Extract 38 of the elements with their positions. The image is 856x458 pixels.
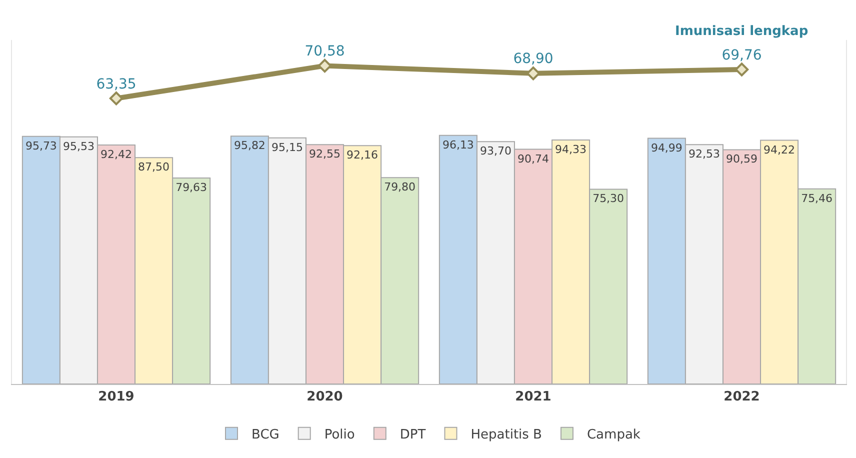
data-label: 90,74 [518,152,549,166]
data-label: 79,80 [384,180,416,194]
legend-label: BCG [252,427,280,442]
data-label: 75,46 [801,192,833,205]
data-label: 94,99 [650,141,682,154]
point [318,58,332,73]
legend-label: Hepatitis B [470,427,542,442]
text: Imunisasi lengkap [675,24,808,39]
data-label: 70,58 [304,44,345,60]
point [734,62,749,76]
data-label: 95,15 [271,140,303,154]
data-label: 79,63 [176,181,208,194]
data-label: 75,30 [592,192,624,206]
data-label: 95,82 [234,139,266,152]
data-label: 92,55 [309,148,341,161]
data-label: 90,59 [726,152,758,166]
data-label: 93,70 [480,144,512,158]
point [109,92,124,106]
x-tick-label: 2021 [515,390,552,405]
data-label: 94,33 [555,143,587,156]
data-label: 94,22 [764,143,796,156]
data-label: 87,50 [138,160,170,174]
data-label: 95,73 [25,139,57,152]
x-tick-label: 2022 [724,390,760,405]
data-label: 68,90 [513,51,554,68]
data-label: 92,42 [100,148,132,161]
data-label: 63,35 [96,76,136,92]
x-tick-label: 2020 [306,390,343,405]
data-label: 95,53 [62,140,94,153]
point [526,66,540,80]
data-label: 92,53 [688,148,720,161]
data-label: 92,16 [346,148,378,162]
x-tick-label: 2019 [98,390,134,405]
data-label: 96,13 [442,138,474,152]
legend-label: Campak [586,427,641,442]
legend-label: Polio [324,427,355,442]
legend-label: DPT [400,427,426,442]
data-label: 69,76 [722,47,762,64]
